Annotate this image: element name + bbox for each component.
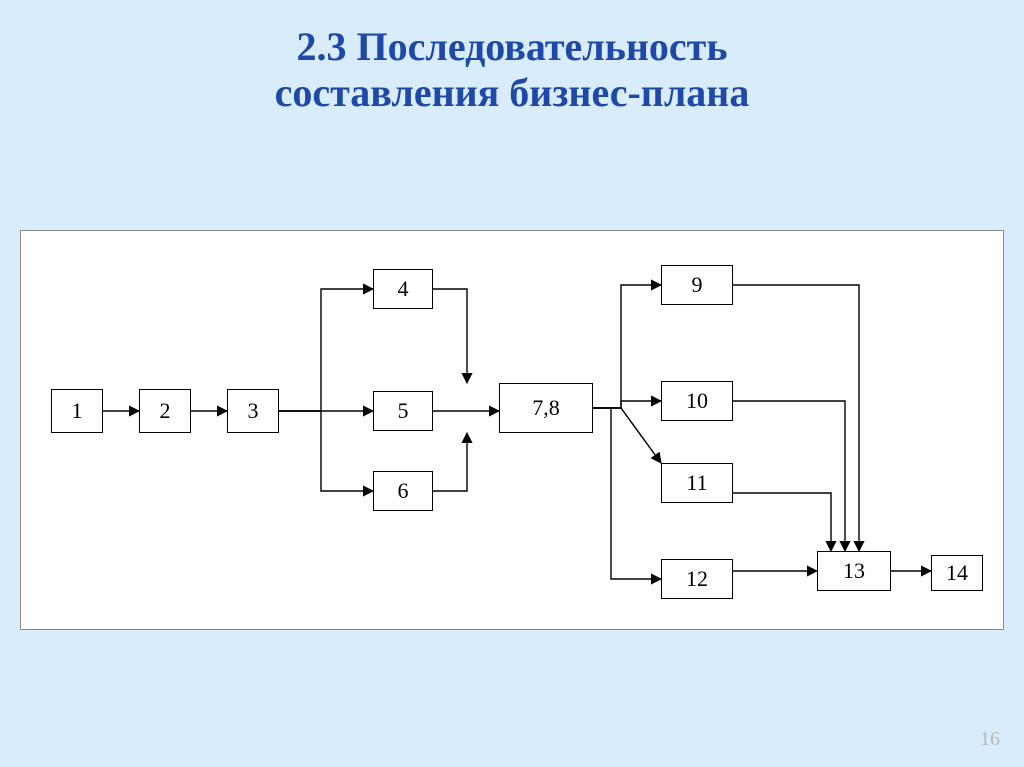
edge-n78-n11 xyxy=(593,408,661,463)
edge-n78-n10 xyxy=(593,401,661,408)
node-label-n5: 5 xyxy=(398,398,409,424)
node-label-n2: 2 xyxy=(160,398,171,424)
edge-n3-n4 xyxy=(279,289,373,411)
node-label-n9: 9 xyxy=(692,272,703,298)
node-n3: 3 xyxy=(227,389,279,433)
slide-title: 2.3 Последовательность составления бизне… xyxy=(0,0,1024,116)
node-label-n6: 6 xyxy=(398,478,409,504)
node-label-n3: 3 xyxy=(248,398,259,424)
node-label-n13: 13 xyxy=(843,558,865,584)
title-line-1: 2.3 Последовательность xyxy=(297,24,728,69)
node-n1: 1 xyxy=(51,389,103,433)
node-n5: 5 xyxy=(373,391,433,431)
node-n14: 14 xyxy=(931,555,983,591)
node-label-n1: 1 xyxy=(72,398,83,424)
edge-n78-n9 xyxy=(593,285,661,408)
edge-n10-n13 xyxy=(733,401,845,551)
node-n10: 10 xyxy=(661,381,733,421)
edge-n4-n78 xyxy=(433,289,467,383)
edge-n6-n78 xyxy=(433,433,467,491)
node-label-n12: 12 xyxy=(686,566,708,592)
edge-n11-n13 xyxy=(733,493,831,551)
node-n78: 7,8 xyxy=(499,383,593,433)
node-label-n10: 10 xyxy=(686,388,708,414)
edge-n9-n13 xyxy=(733,285,859,551)
node-n6: 6 xyxy=(373,471,433,511)
node-label-n78: 7,8 xyxy=(532,395,560,421)
edge-n3-n6 xyxy=(279,411,373,491)
title-line-2: составления бизнес-плана xyxy=(275,70,750,115)
node-n11: 11 xyxy=(661,463,733,503)
node-n4: 4 xyxy=(373,269,433,309)
slide: 2.3 Последовательность составления бизне… xyxy=(0,0,1024,767)
node-n13: 13 xyxy=(817,551,891,591)
node-label-n4: 4 xyxy=(398,276,409,302)
diagram-frame: 1234567,891011121314 xyxy=(20,230,1004,630)
page-number: 16 xyxy=(980,728,1000,751)
node-n12: 12 xyxy=(661,559,733,599)
edge-n78-n12 xyxy=(593,408,661,579)
node-n9: 9 xyxy=(661,265,733,305)
node-label-n11: 11 xyxy=(686,470,707,496)
node-n2: 2 xyxy=(139,389,191,433)
node-label-n14: 14 xyxy=(946,560,968,586)
